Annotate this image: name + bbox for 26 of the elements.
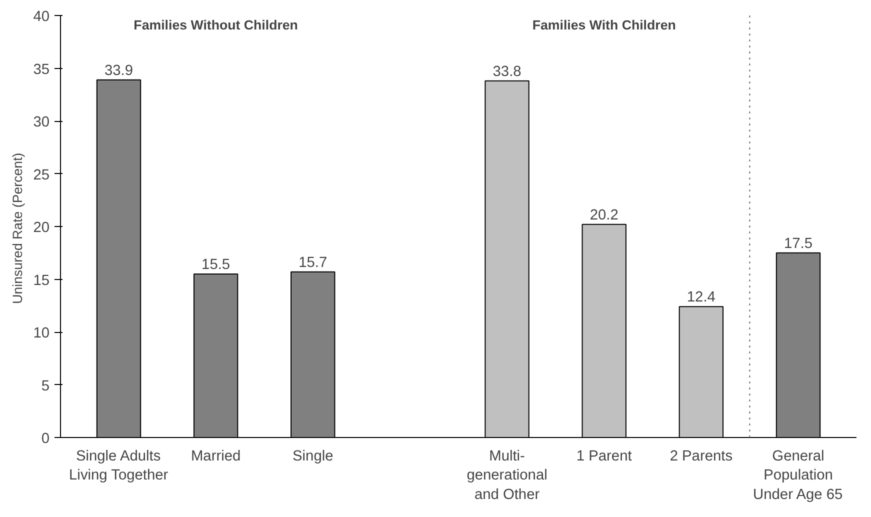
y-tick-label: 10 — [33, 326, 50, 342]
annotation: Families Without Children — [134, 18, 298, 32]
x-tick-label: 1 Parent — [576, 448, 632, 464]
y-tick-label: 20 — [33, 220, 50, 236]
y-tick-label: 35 — [33, 62, 50, 78]
x-tick-label: Married — [190, 448, 241, 464]
data-label: 33.8 — [492, 64, 522, 80]
data-label: 12.4 — [686, 290, 716, 306]
data-label: 17.5 — [784, 236, 813, 252]
y-tick-label: 0 — [41, 431, 50, 447]
y-tick-label: 25 — [33, 167, 50, 184]
annotation: Families With Children — [532, 18, 676, 32]
x-tick-label: General Population Under Age 65 — [753, 448, 843, 503]
y-tick-label: 30 — [33, 114, 50, 130]
y-tick-label: 15 — [33, 272, 50, 289]
x-tick-label: Single — [292, 448, 334, 464]
x-tick-label: Single Adults Living Together — [69, 448, 168, 484]
x-tick-label: Multi- generational and Other — [466, 448, 548, 503]
y-tick-label: 5 — [41, 378, 50, 394]
data-label: 15.5 — [202, 256, 230, 273]
data-label: 20.2 — [590, 207, 618, 224]
x-tick-label: 2 Parents — [670, 448, 733, 464]
data-label: 33.9 — [104, 62, 134, 79]
y-axis-title: Uninsured Rate (Percent) — [10, 152, 26, 304]
data-label: 15.7 — [298, 254, 328, 271]
y-tick-label: 40 — [33, 9, 50, 25]
